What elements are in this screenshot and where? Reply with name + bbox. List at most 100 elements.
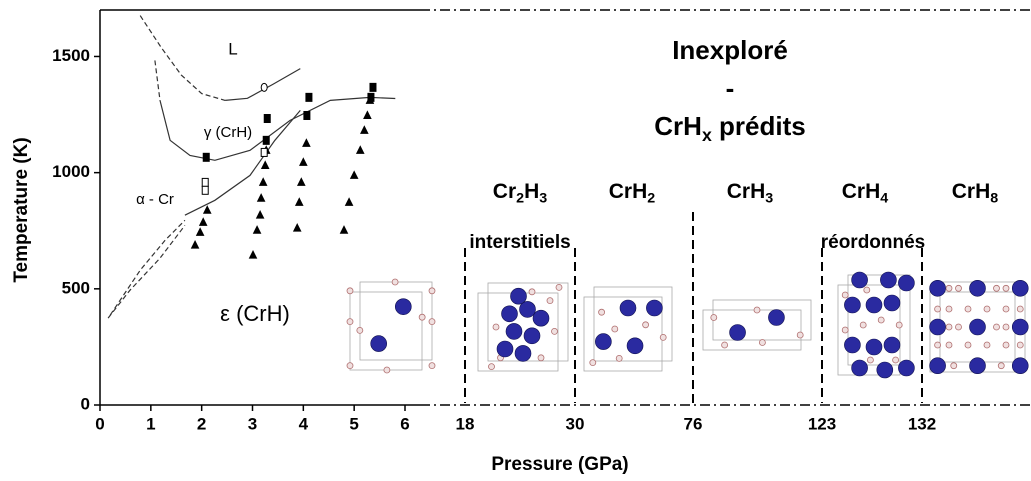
y-tick-label: 1000 — [52, 162, 90, 181]
triangle-point — [296, 177, 306, 186]
cr-atom — [768, 309, 785, 326]
square-point — [201, 177, 209, 187]
y-tick-label: 1500 — [52, 46, 90, 65]
x-tick-label: 123 — [808, 414, 836, 433]
triangle-point — [363, 110, 372, 119]
triangle-point — [355, 145, 365, 154]
square-point — [263, 114, 271, 124]
crystal-structure — [702, 299, 812, 351]
triangle-point — [260, 160, 270, 169]
h-atom — [611, 325, 619, 333]
phase-formula: CrH3 — [727, 180, 774, 207]
cell-edge — [487, 282, 569, 362]
h-atom — [428, 318, 436, 326]
cr-atom — [969, 318, 986, 336]
cr-atom — [880, 271, 897, 289]
cr-atom — [844, 296, 861, 314]
h-atom — [546, 297, 554, 305]
phase-boundary — [159, 96, 396, 161]
h-atom — [418, 313, 426, 321]
title-formula-subscript: x — [702, 124, 712, 144]
cr-atom — [496, 340, 514, 358]
x-tick-label: 5 — [349, 414, 358, 433]
h-atom — [934, 341, 941, 349]
square-point — [367, 92, 375, 102]
cell-edge — [712, 299, 812, 341]
phase-boundary — [109, 219, 186, 316]
phase-formula: CrH8 — [952, 180, 999, 207]
crystal-structure — [583, 286, 673, 372]
cr-atom — [883, 336, 901, 354]
cell-edge — [593, 286, 673, 362]
group-label: réordonnés — [821, 232, 926, 253]
triangle-point — [252, 225, 262, 234]
triangle-point — [258, 177, 268, 186]
triangle-point — [299, 157, 308, 166]
x-tick-label: 4 — [299, 414, 309, 433]
x-tick-label: 1 — [146, 414, 155, 433]
cr-atom — [646, 299, 663, 317]
h-atom — [346, 287, 354, 295]
square-point — [303, 110, 311, 120]
phase-formula: Cr2H3 — [493, 180, 547, 207]
phase-label: L — [228, 39, 237, 58]
triangle-point — [360, 125, 369, 134]
h-atom — [983, 305, 991, 313]
x-tick-label: 30 — [566, 414, 585, 433]
x-tick-label: 76 — [684, 414, 703, 433]
phase-boundary — [184, 110, 301, 216]
cr-atom — [1011, 279, 1029, 297]
crystal-structure — [837, 271, 915, 379]
cr-atom — [969, 357, 986, 375]
crystal-structure — [477, 282, 569, 372]
cr-atom — [929, 318, 946, 336]
y-tick-label: 500 — [62, 278, 90, 297]
phase-boundary — [139, 15, 226, 101]
phase-formula: CrH2 — [609, 180, 656, 207]
triangle-point — [248, 250, 258, 259]
cr-atom — [1011, 357, 1029, 375]
h-atom — [346, 318, 354, 326]
triangle-point — [344, 197, 354, 206]
cr-atom — [519, 301, 536, 318]
phase-boundary — [225, 68, 301, 101]
h-atom — [841, 291, 849, 299]
cr-atom — [851, 359, 868, 377]
cell-edge — [702, 309, 802, 351]
square-point — [201, 185, 209, 195]
x-tick-label: 18 — [456, 414, 475, 433]
square-point — [369, 82, 377, 92]
cr-atom — [876, 361, 894, 379]
h-atom — [488, 363, 495, 371]
h-atom — [428, 287, 436, 295]
x-axis-label: Pressure (GPa) — [491, 454, 628, 475]
crystal-structure — [346, 278, 436, 374]
h-atom — [1016, 305, 1024, 313]
h-atom — [642, 321, 649, 329]
h-atom — [589, 359, 597, 367]
square-point — [202, 152, 210, 162]
triangle-point — [255, 210, 265, 219]
cr-atom — [729, 324, 746, 341]
cr-atom — [626, 337, 644, 355]
phase-formula-part: Cr — [493, 180, 516, 203]
x-tick-label: 3 — [248, 414, 257, 433]
y-tick-label: 0 — [81, 394, 90, 413]
h-atom — [955, 323, 962, 331]
phase-formula-subscript: 8 — [990, 190, 998, 206]
square-point — [260, 147, 268, 157]
y-axis-label: Temperature (K) — [11, 137, 32, 282]
h-atom — [964, 305, 972, 313]
h-atom — [895, 321, 903, 329]
cell-edge — [583, 296, 663, 372]
h-atom — [859, 321, 867, 329]
h-atom — [615, 354, 623, 362]
title-line: - — [726, 73, 735, 103]
h-atom — [1016, 341, 1024, 349]
triangle-point — [195, 227, 205, 236]
phase-formula-part: H — [524, 180, 539, 203]
x-tick-label: 0 — [95, 414, 104, 433]
h-atom — [753, 306, 761, 314]
cr-atom — [898, 274, 915, 292]
